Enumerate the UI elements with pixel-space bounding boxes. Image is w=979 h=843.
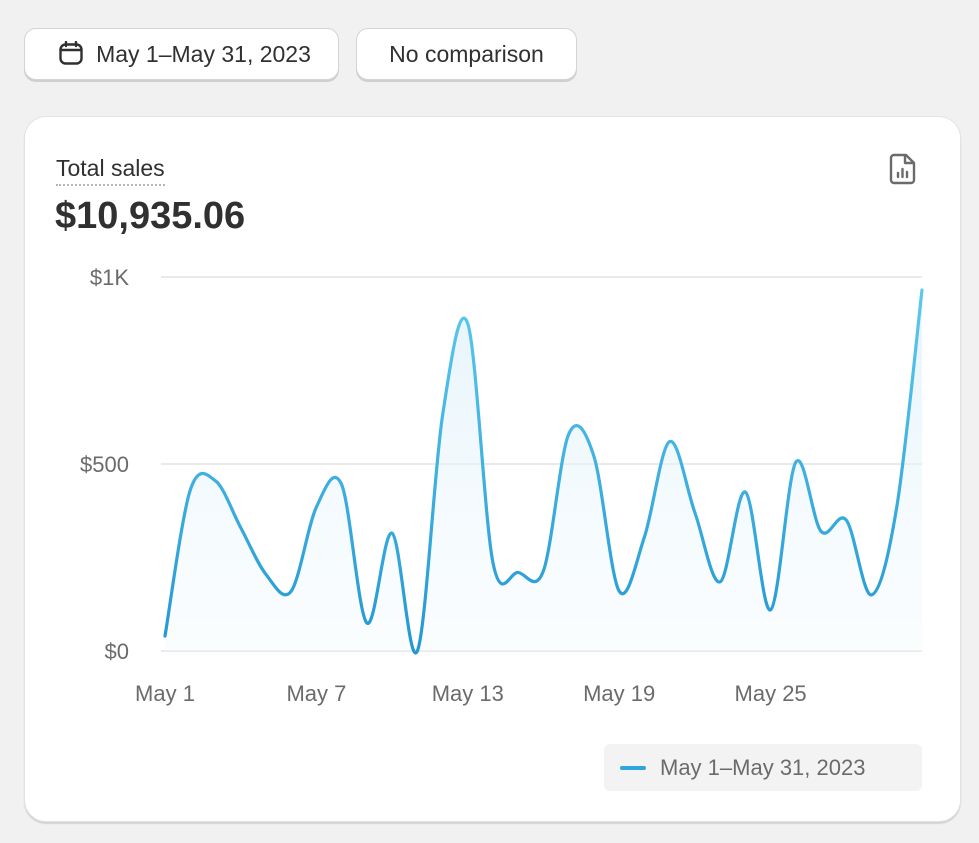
data-point[interactable]: May 19: 160 — [613, 585, 625, 597]
y-tick-label: $500 — [80, 452, 129, 477]
x-tick-label: May 13 — [432, 681, 504, 706]
y-tick-label: $1K — [90, 265, 129, 290]
data-point[interactable]: May 13: 875 — [462, 318, 474, 330]
data-point[interactable]: May 24: 425 — [739, 486, 751, 498]
data-point[interactable]: May 12: 630 — [437, 409, 449, 421]
total-sales-card: Total sales $10,935.06 $0 $500 $1K May 1 Ma… — [24, 116, 961, 822]
data-point[interactable]: May 25: 110 — [765, 604, 777, 616]
series-line — [163, 288, 924, 655]
data-point[interactable]: May 10: 315 — [386, 527, 398, 539]
data-point[interactable]: May 7: 385 — [310, 501, 322, 513]
data-point[interactable]: May 8: 445 — [336, 479, 348, 491]
report-file-icon[interactable] — [889, 153, 917, 185]
comparison-label: No comparison — [389, 40, 544, 67]
metric-value: $10,935.06 — [55, 195, 246, 237]
data-point[interactable]: May 27: 320 — [815, 525, 827, 537]
data-point[interactable]: May 29: 150 — [866, 589, 878, 601]
data-point[interactable]: May 31: 965 — [916, 284, 928, 296]
data-point[interactable]: May 17: 580 — [563, 428, 575, 440]
data-point[interactable]: May 30: 385 — [891, 501, 903, 513]
data-point[interactable]: May 23: 185 — [714, 576, 726, 588]
data-point[interactable]: May 2: 430 — [184, 484, 196, 496]
data-point[interactable]: May 11: 0 — [411, 645, 423, 657]
legend-label: May 1–May 31, 2023 — [660, 754, 866, 780]
sales-line-chart: $0 $500 $1K May 1 May 7 May 13 May 19 May 25 M… — [80, 265, 928, 706]
comparison-button[interactable]: No comparison — [356, 28, 577, 80]
calendar-icon — [59, 41, 83, 65]
y-tick-label: $0 — [105, 639, 129, 664]
data-point[interactable]: May 1: 40 — [159, 630, 171, 642]
x-tick-label: May 19 — [583, 681, 655, 706]
data-point[interactable]: May 18: 520 — [588, 451, 600, 463]
data-point[interactable]: May 4: 330 — [235, 522, 247, 534]
data-point[interactable]: May 5: 205 — [260, 568, 272, 580]
data-point[interactable]: May 22: 370 — [689, 507, 701, 519]
data-point[interactable]: May 20: 305 — [638, 531, 650, 543]
data-point[interactable]: May 9: 75 — [361, 617, 373, 629]
data-point[interactable]: May 26: 505 — [790, 456, 802, 468]
data-point[interactable]: May 28: 350 — [840, 514, 852, 526]
data-point[interactable]: May 15: 210 — [512, 566, 524, 578]
data-point[interactable]: May 21: 560 — [664, 436, 676, 448]
legend-swatch — [620, 765, 646, 770]
metric-label[interactable]: Total sales — [56, 155, 165, 186]
x-tick-label: May 7 — [286, 681, 346, 706]
data-point[interactable]: May 3: 455 — [209, 475, 221, 487]
chart-legend[interactable]: May 1–May 31, 2023 — [604, 744, 922, 791]
date-range-label: May 1–May 31, 2023 — [96, 40, 311, 67]
date-range-button[interactable]: May 1–May 31, 2023 — [24, 28, 339, 80]
x-tick-label: May 1 — [135, 681, 195, 706]
series-area — [165, 290, 922, 653]
x-tick-label: May 25 — [735, 681, 807, 706]
data-point[interactable]: May 6: 160 — [285, 585, 297, 597]
data-point[interactable]: May 16: 215 — [538, 565, 550, 577]
data-point[interactable]: May 14: 235 — [487, 557, 499, 569]
